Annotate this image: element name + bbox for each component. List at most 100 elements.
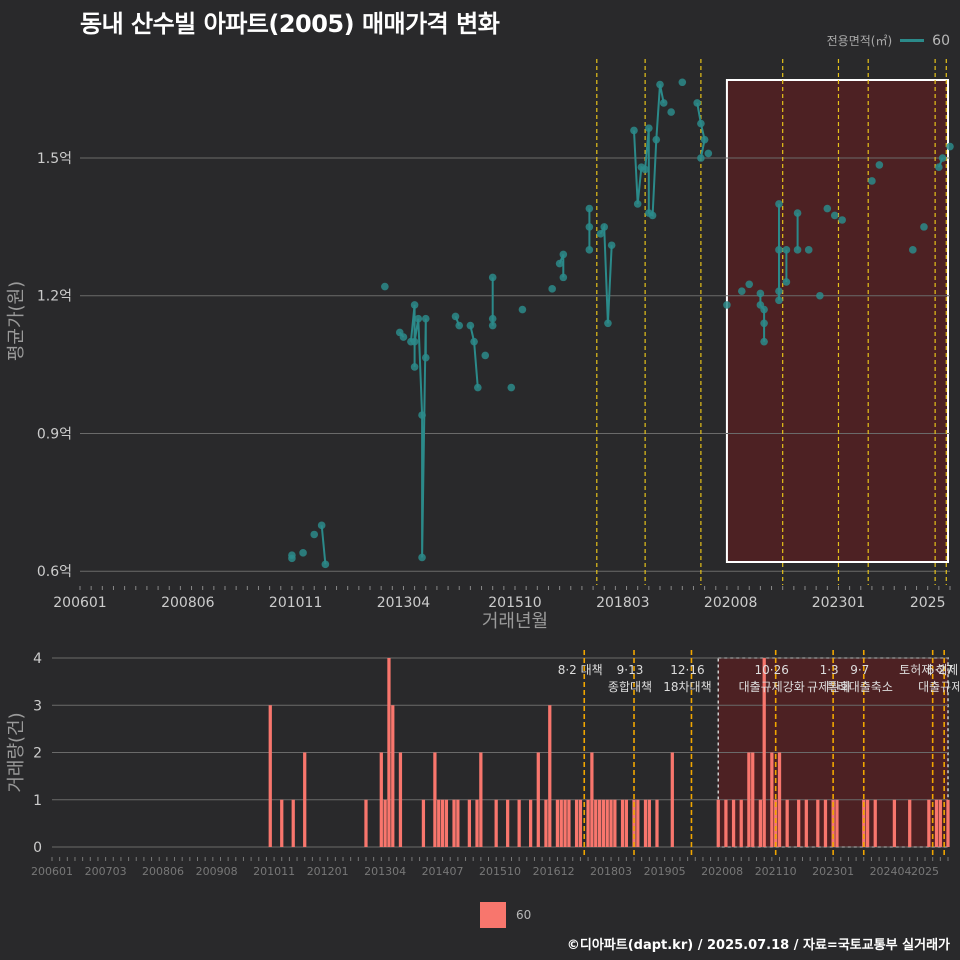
price-point (381, 282, 389, 291)
volume-bar (590, 752, 594, 847)
price-point (604, 319, 612, 328)
volume-bar (303, 752, 307, 847)
volume-bar (383, 799, 387, 847)
price-point (935, 163, 943, 171)
legend-title: 전용면적(㎡) (826, 34, 893, 48)
bar-x-tick-label: 2025 (911, 865, 939, 878)
volume-bar (433, 752, 437, 847)
price-point (641, 165, 649, 174)
y-axis-label: 평균가(원) (6, 281, 27, 361)
volume-bar (862, 799, 866, 847)
volume-bar (494, 799, 498, 847)
volume-bar (797, 799, 801, 847)
bar-y-tick-label: 3 (33, 698, 42, 714)
price-line-segment (633, 84, 665, 218)
policy-annotation: 특례대출축소 (827, 680, 893, 694)
volume-bar (643, 799, 648, 847)
volume-bar (777, 752, 782, 847)
price-point (804, 246, 813, 254)
price-point (321, 560, 330, 569)
policy-annotation: 9·13 (617, 663, 644, 677)
footer-credit: ©디아파트(dapt.kr) / 2025.07.18 / 자료=국토교통부 실… (566, 938, 950, 953)
x-tick-label: 201304 (377, 595, 431, 611)
volume-bar (934, 799, 939, 847)
volume-bar (613, 799, 617, 847)
price-point (793, 246, 802, 254)
y-tick-label: 1.5억 (37, 151, 72, 167)
price-point (760, 337, 768, 346)
price-line-segment (320, 525, 327, 565)
x-tick-label: 2025 (910, 595, 946, 611)
volume-bar (578, 799, 583, 847)
bar-x-tick-label: 201905 (644, 865, 686, 878)
price-point (704, 149, 713, 158)
legend-entry-60: 60 (932, 32, 950, 49)
volume-bar (816, 799, 820, 847)
volume-bar (938, 799, 942, 847)
price-point (474, 383, 482, 392)
price-point (909, 246, 917, 254)
price-point (946, 142, 954, 151)
price-point (600, 223, 609, 231)
x-tick-label: 200601 (53, 595, 106, 611)
policy-annotation: 12·16 (670, 663, 704, 677)
price-point (938, 154, 947, 162)
volume-bar (758, 799, 763, 847)
x-tick-label: 201803 (596, 595, 649, 611)
price-point (470, 337, 478, 346)
price-point (920, 223, 928, 231)
price-point (652, 135, 661, 144)
volume-bar (391, 705, 395, 847)
volume-bar (892, 799, 897, 847)
volume-bar (927, 799, 931, 847)
policy-annotation: 9·7 (850, 663, 869, 677)
y-tick-label: 0.9억 (37, 426, 72, 442)
bar-x-tick-label: 200908 (196, 865, 238, 878)
policy-annotation: 6·27 (927, 663, 954, 677)
price-point (775, 200, 783, 208)
bar-x-tick-label: 201011 (253, 865, 295, 878)
legend-bar-swatch (480, 902, 506, 928)
volume-bar (624, 799, 628, 847)
volume-bar (670, 752, 674, 847)
volume-bar (762, 658, 766, 847)
volume-bar (479, 752, 483, 847)
price-line-segment (599, 223, 613, 324)
bar-x-tick-label: 201612 (533, 865, 575, 878)
bar-x-tick-label: 201510 (479, 865, 521, 878)
volume-bar (747, 752, 751, 847)
volume-bar (379, 752, 383, 847)
volume-bar (647, 799, 651, 847)
volume-bar (506, 799, 510, 847)
volume-bar (536, 752, 540, 847)
volume-bar (574, 799, 579, 847)
price-point (693, 99, 701, 107)
price-point (317, 521, 326, 530)
price-point (488, 314, 497, 323)
bar-x-tick-label: 201407 (422, 865, 464, 878)
policy-annotation: 대출규제강화 (739, 680, 805, 694)
price-point (418, 553, 426, 562)
bar-y-tick-label: 2 (33, 746, 42, 762)
volume-bar (475, 799, 479, 847)
volume-bar (739, 799, 743, 847)
price-point (667, 108, 675, 116)
bar-x-tick-label: 201201 (307, 865, 349, 878)
bar-x-tick-label: 200601 (31, 865, 73, 878)
policy-annotation: 종합대책 (608, 679, 652, 694)
price-point (875, 161, 884, 169)
price-point (596, 229, 605, 238)
volume-bar (605, 799, 609, 847)
price-point (775, 296, 783, 305)
price-point (760, 305, 768, 314)
volume-bar (559, 799, 563, 847)
price-point (782, 278, 791, 286)
policy-annotation: 8·2 대책 (558, 662, 603, 677)
highlight-region (725, 79, 950, 563)
volume-bar (291, 799, 295, 847)
volume-bar (364, 799, 368, 847)
price-point (723, 301, 731, 309)
legend-bottom: 60 (480, 902, 531, 928)
price-point (793, 209, 802, 217)
price-point (488, 321, 497, 330)
